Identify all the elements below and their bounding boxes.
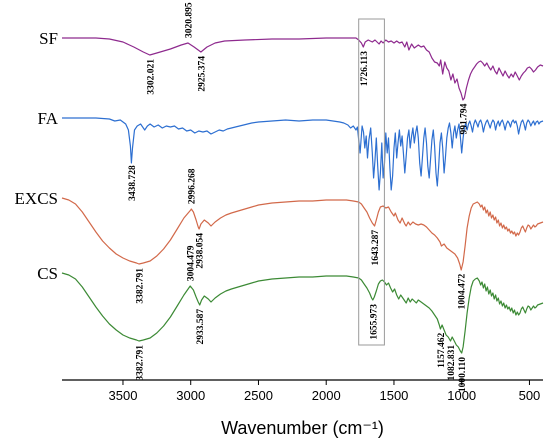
x-tick-label: 500 (519, 388, 541, 403)
highlight-box (358, 18, 385, 346)
peak-label: 3382.791 (135, 268, 145, 304)
x-axis-ticks: 3500 3000 2500 2000 1500 1000 500 (109, 380, 541, 403)
peak-label: 3382.791 (135, 345, 145, 381)
x-tick-label: 1500 (379, 388, 408, 403)
peak-label: 1004.472 (458, 273, 468, 309)
x-tick-label: 3000 (176, 388, 205, 403)
x-tick-label: 1000 (447, 388, 476, 403)
peak-label: 2933.587 (196, 309, 206, 345)
trace-label-cs: CS (37, 264, 58, 283)
peak-label: 1726.113 (360, 51, 370, 86)
x-tick-label: 2500 (244, 388, 273, 403)
trace-label-fa: FA (38, 109, 59, 128)
spectrum-line-sf (62, 37, 544, 101)
peak-label: 3302.021 (146, 59, 156, 95)
spectrum-line-fa (62, 117, 544, 191)
trace-label-excs: EXCS (15, 189, 58, 208)
labels-layer: SF FA EXCS CS 3302.021 3020.895 2925.374 1726.1… (15, 2, 470, 392)
peak-label: 2996.268 (188, 168, 198, 204)
peak-label: 991.794 (459, 103, 469, 134)
x-axis-title: Wavenumber (cm⁻¹) (221, 418, 384, 438)
peak-label: 2925.374 (197, 56, 207, 92)
peak-label: 1000.110 (458, 357, 468, 392)
peak-label: 1655.973 (369, 304, 379, 340)
peak-label: 3438.728 (128, 165, 138, 201)
trace-label-sf: SF (39, 29, 58, 48)
peak-label: 3020.895 (184, 2, 194, 38)
peak-label: 2938.054 (196, 233, 206, 269)
x-tick-label: 3500 (109, 388, 138, 403)
spectra-layer (61, 37, 544, 354)
peak-label: 1082.831 (447, 345, 457, 381)
x-tick-label: 2000 (312, 388, 341, 403)
spectrum-line-excs (61, 197, 544, 271)
peak-label: 1157.462 (437, 333, 447, 368)
peak-label: 3004.479 (187, 245, 197, 281)
peak-label: 1643.287 (371, 230, 381, 266)
spectrum-line-cs (61, 272, 544, 354)
